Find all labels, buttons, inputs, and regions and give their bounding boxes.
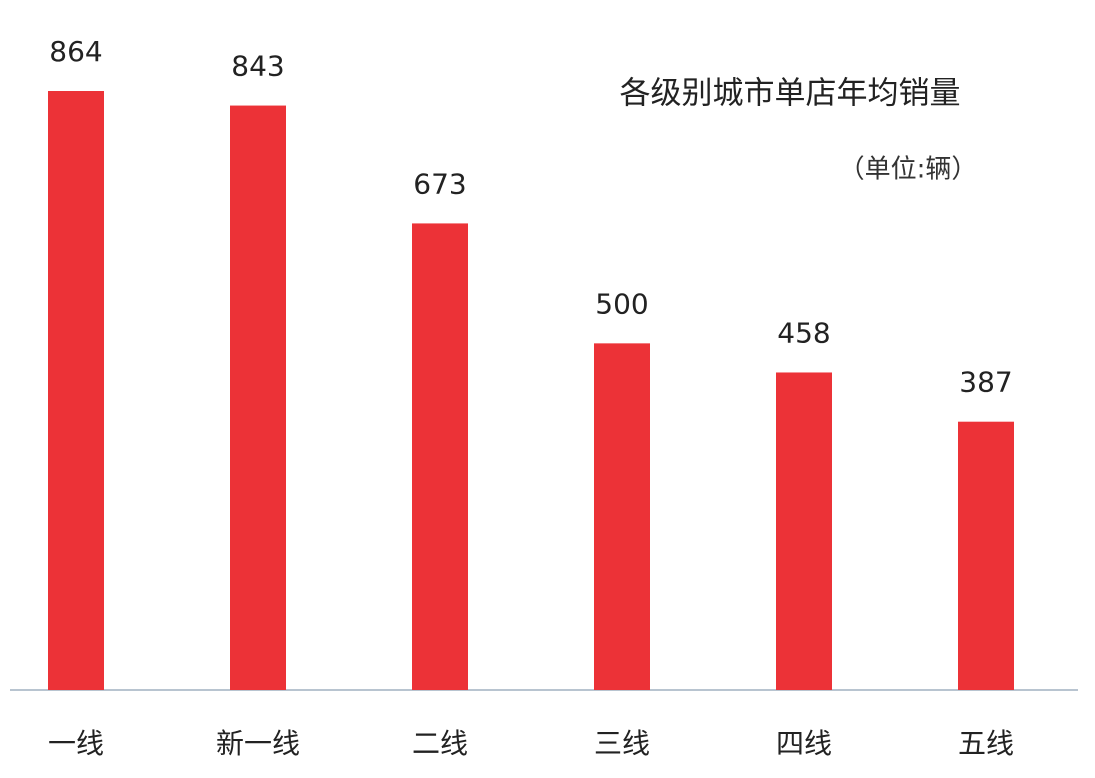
- value-label: 387: [959, 366, 1012, 399]
- bar: [230, 105, 286, 691]
- x-tick-label: 三线: [594, 727, 650, 760]
- x-tick-label: 五线: [958, 727, 1014, 760]
- bar: [776, 372, 832, 690]
- bar: [958, 421, 1014, 690]
- x-tick-label: 二线: [412, 727, 468, 760]
- x-tick-label: 新一线: [216, 727, 300, 760]
- x-tick-label: 一线: [48, 727, 104, 760]
- value-label: 843: [231, 50, 284, 83]
- bar: [48, 91, 104, 690]
- chart-title: 各级别城市单店年均销量: [620, 76, 961, 112]
- value-label: 500: [595, 287, 648, 320]
- x-tick-label: 四线: [776, 727, 832, 760]
- bar: [594, 343, 650, 690]
- chart-subtitle: （单位:辆）: [839, 155, 978, 185]
- bar: [412, 223, 468, 690]
- value-label: 864: [49, 35, 102, 68]
- value-label: 673: [413, 167, 466, 200]
- value-label: 458: [777, 316, 830, 349]
